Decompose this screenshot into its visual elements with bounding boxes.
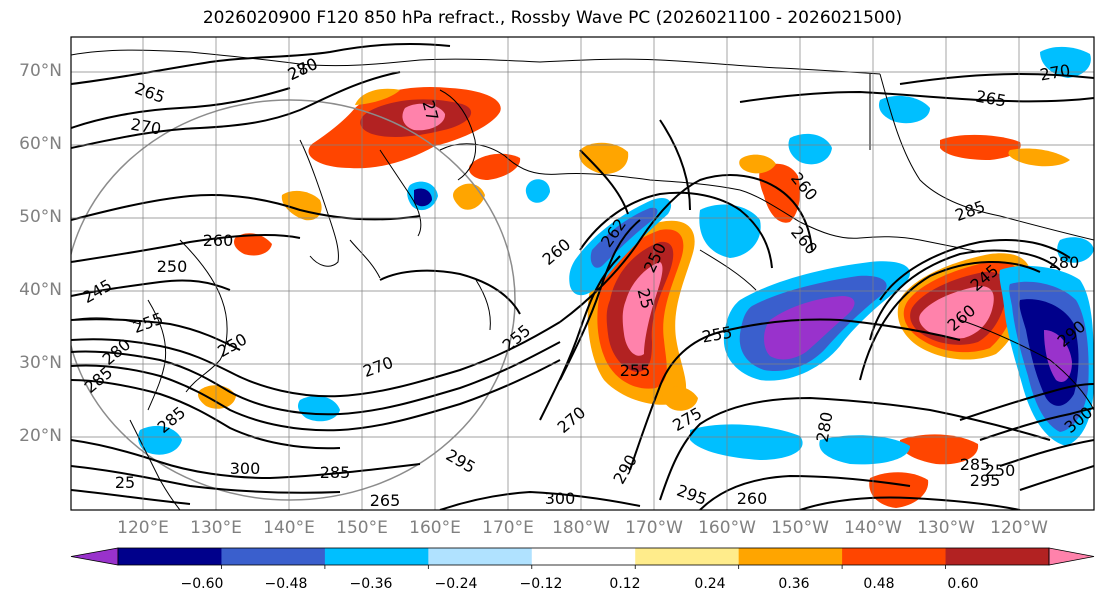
- colorbar-segment: [945, 548, 1050, 565]
- lat-label-20n: 20°N: [19, 426, 62, 446]
- lon-label-160w: 160°W: [698, 518, 756, 538]
- lon-label-150e: 150°E: [336, 518, 388, 538]
- colorbar-tick-label: −0.48: [264, 576, 308, 592]
- contour-label: 300: [230, 459, 261, 478]
- lon-label-170e: 170°E: [482, 518, 534, 538]
- thin-contours: [349, 239, 757, 331]
- colorbar-segment: [428, 548, 533, 565]
- contour-label: 285: [960, 455, 991, 474]
- map-title: 2026020900 F120 850 hPa refract., Rossby…: [202, 8, 903, 28]
- contour-label: 250: [985, 461, 1016, 480]
- contour-label: 300: [545, 489, 576, 508]
- colorbar-tick-label: −0.60: [180, 576, 224, 592]
- shaded-anomaly-fields: [138, 46, 1094, 508]
- colorbar-segment: [221, 548, 326, 565]
- contour-label: 260: [203, 231, 234, 250]
- colorbar-tick-label: 0.36: [778, 576, 810, 592]
- colorbar-tick-label: −0.36: [349, 576, 393, 592]
- colorbar-tick-label: −0.24: [434, 576, 478, 592]
- lat-label-40n: 40°N: [19, 280, 62, 300]
- lat-label-30n: 30°N: [19, 353, 62, 373]
- lon-label-140e: 140°E: [263, 518, 315, 538]
- lon-label-120w: 120°W: [990, 518, 1048, 538]
- colorbar-segment: [324, 548, 429, 565]
- contour-label: 260: [737, 489, 768, 508]
- height-contours: [71, 43, 1094, 510]
- lon-label-170w: 170°W: [625, 518, 683, 538]
- lon-label-120e: 120°E: [117, 518, 169, 538]
- contour-label: 27: [419, 98, 443, 123]
- contour-label: 265: [370, 491, 401, 510]
- contour-label: 25: [115, 473, 135, 492]
- lon-label-140w: 140°W: [844, 518, 902, 538]
- contour-label: 280: [1049, 253, 1080, 272]
- lat-lon-grid: [71, 37, 1094, 510]
- contour-label: 295: [970, 471, 1001, 490]
- lon-label-130w: 130°W: [917, 518, 975, 538]
- colorbar-tick-label: 0.24: [694, 576, 726, 592]
- colorbar-segment: [738, 548, 843, 565]
- lon-label-160e: 160°E: [409, 518, 461, 538]
- lat-label-50n: 50°N: [19, 207, 62, 227]
- lon-label-130e: 130°E: [190, 518, 242, 538]
- colorbar-segment: [531, 548, 636, 565]
- colorbar-tick-label: −0.12: [519, 576, 563, 592]
- colorbar-extend-high: [1048, 547, 1095, 566]
- contour-label: 285: [320, 463, 351, 482]
- colorbar: [70, 547, 1095, 569]
- colorbar-extend-low: [70, 547, 119, 566]
- lon-label-150w: 150°W: [771, 518, 829, 538]
- colorbar-segment: [635, 548, 740, 565]
- contour-label: 255: [620, 361, 651, 380]
- range-circle: [71, 99, 516, 501]
- colorbar-tick-label: 0.60: [947, 576, 979, 592]
- coastlines: [71, 49, 1094, 510]
- contour-label: 25: [634, 286, 658, 311]
- colorbar-tick-label: 0.12: [609, 576, 641, 592]
- colorbar-tick-label: 0.48: [863, 576, 895, 592]
- colorbar-segment: [118, 548, 222, 565]
- colorbar-frame: [117, 547, 1050, 566]
- lat-label-70n: 70°N: [19, 61, 62, 81]
- contour-label: 250: [157, 257, 188, 276]
- colorbar-segment: [842, 548, 947, 565]
- lon-label-180w: 180°W: [552, 518, 610, 538]
- lat-label-60n: 60°N: [19, 134, 62, 154]
